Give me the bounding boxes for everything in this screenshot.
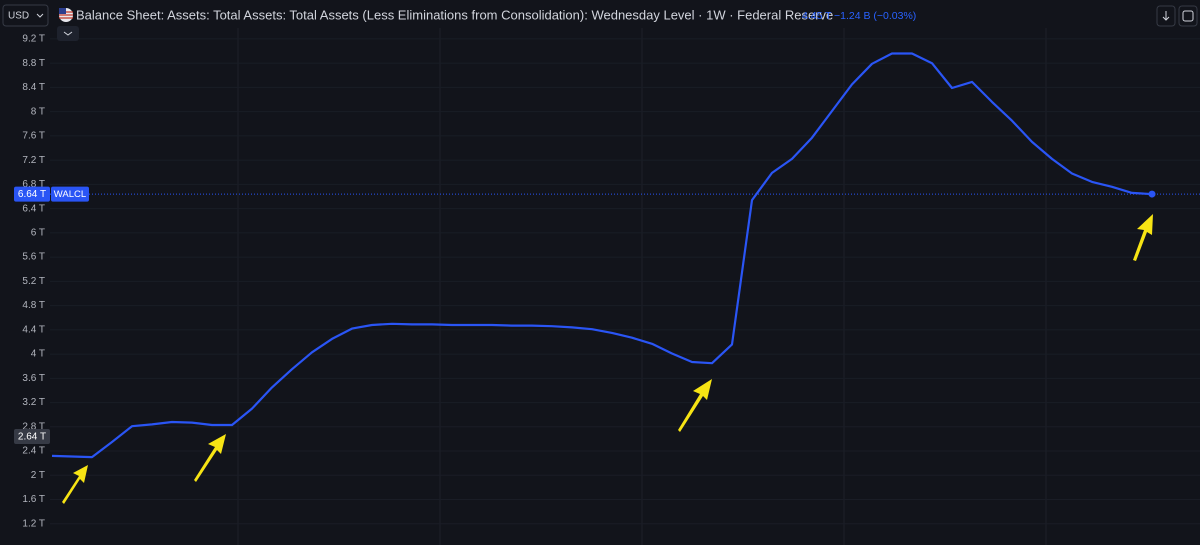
y-tick-label: 5.6 T (22, 252, 45, 263)
plot: 6.64 T WALCL (14, 52, 1200, 459)
currency-box[interactable] (2, 4, 49, 27)
y-tick-label: 8 T (31, 106, 45, 117)
arrow (1133, 214, 1153, 261)
y-tick-label: 7.6 T (22, 131, 45, 142)
last-point (1148, 190, 1156, 198)
y-tick-label: 4.8 T (22, 300, 45, 311)
y-tick-label: 6.8 T (22, 179, 45, 190)
flag-canton (59, 8, 66, 14)
y-tick-label: 6 T (31, 228, 45, 239)
y-tick-label: 1.2 T (22, 518, 45, 529)
crosshair-label: 2.64 T (18, 432, 46, 443)
y-tick-label: 3.2 T (22, 397, 45, 408)
y-tick-label: 8.4 T (22, 82, 45, 93)
price-label: 6.64 T (18, 189, 46, 200)
header-value: 4.45 T (802, 10, 832, 22)
header-change: −1.24 B (−0.03%) (834, 10, 916, 22)
crosshair-label-box (14, 429, 50, 444)
grid: 9.2 T 8.8 T 8.4 T 8 T 7.6 T 7.2 T 6.8 T 6.4 T 6 … (22, 34, 1200, 529)
collapse-button[interactable] (57, 26, 79, 41)
y-tick-label: 5.2 T (22, 276, 45, 287)
y-tick-label: 1.6 T (22, 494, 45, 505)
legend-label: WALCL (54, 189, 86, 200)
arrow (62, 465, 88, 504)
y-tick-label: 4 T (31, 349, 45, 360)
y-tick-label: 2.8 T (22, 421, 45, 432)
currency: USD (8, 11, 29, 22)
download-icon (1162, 11, 1170, 21)
y-tick-label: 2.4 T (22, 446, 45, 457)
arrow (678, 379, 712, 432)
y-tick-label: 6.4 T (22, 203, 45, 214)
price-label-box (14, 186, 50, 202)
series-tag-box (51, 186, 89, 202)
y-tick-label: 3.6 T (22, 373, 45, 384)
y-tick-label: 7.2 T (22, 155, 45, 166)
vertical-grid (237, 28, 1047, 545)
chevron (36, 13, 44, 18)
y-tick-label: 9.2 T (22, 34, 45, 45)
arrow (194, 434, 226, 482)
fullscreen-button[interactable] (1178, 5, 1198, 27)
y-tick-label: 8.8 T (22, 58, 45, 69)
series-line (51, 52, 1153, 459)
fullscreen-icon (1182, 10, 1194, 22)
chevron (63, 31, 73, 36)
y-tick-label: 2 T (31, 470, 45, 481)
annotation-arrows (62, 214, 1153, 504)
y-tick-label: 4.4 T (22, 324, 45, 335)
title: Balance Sheet: Assets: Total Assets: Tot… (76, 7, 833, 22)
